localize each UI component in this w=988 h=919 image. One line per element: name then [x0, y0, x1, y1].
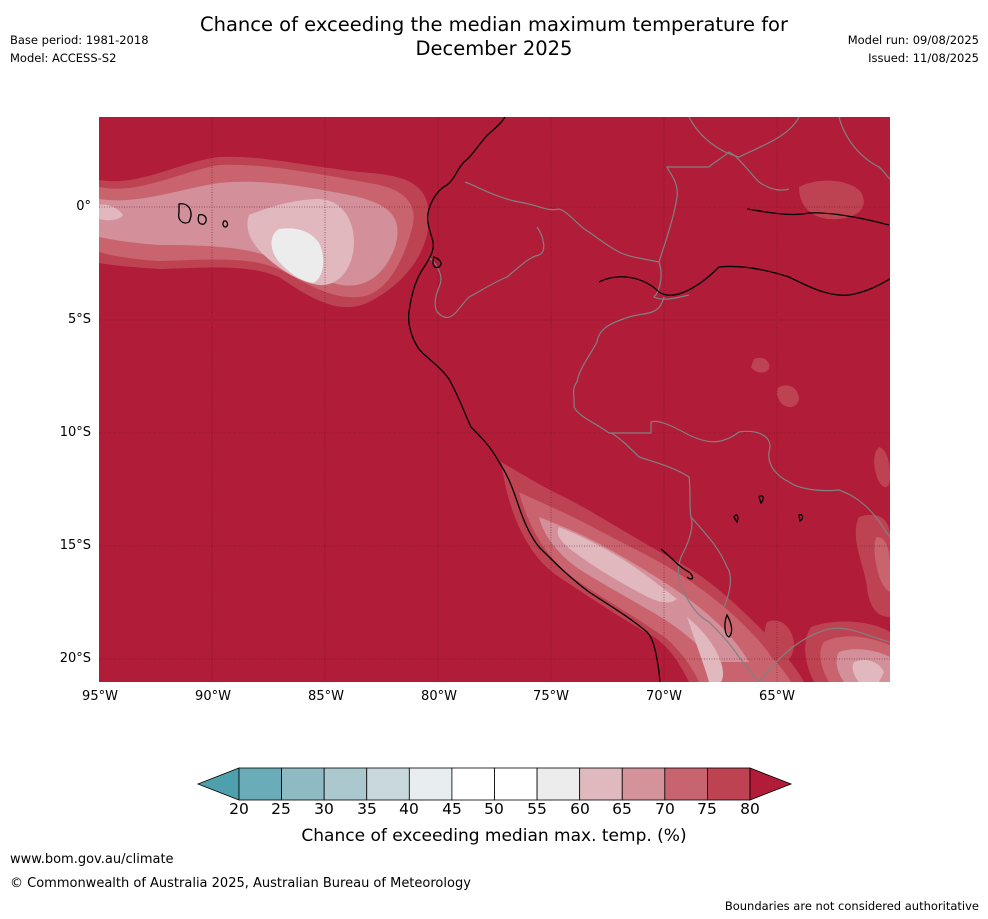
- lat-label-20s: 20°S: [59, 651, 91, 666]
- copyright-notice: © Commonwealth of Australia 2025, Austra…: [10, 876, 471, 891]
- lon-label-65w: 65°W: [759, 689, 795, 704]
- colorbar-swatch: [366, 767, 410, 801]
- base-period: Base period: 1981-2018: [10, 33, 149, 47]
- colorbar-tick: 20: [229, 800, 249, 818]
- lon-label-70w: 70°W: [646, 689, 682, 704]
- colorbar-tick: 30: [314, 800, 334, 818]
- lon-label-90w: 90°W: [195, 689, 231, 704]
- colorbar-extend-high: [749, 767, 793, 801]
- lon-label-80w: 80°W: [421, 689, 457, 704]
- colorbar-tick: 40: [399, 800, 419, 818]
- anomaly-andes-60-65: [557, 527, 677, 603]
- colorbar-tick: 35: [357, 800, 377, 818]
- meta-left: Base period: 1981-2018 Model: ACCESS-S2: [10, 31, 149, 67]
- colorbar-swatch: [494, 767, 538, 801]
- website-link[interactable]: www.bom.gov.au/climate: [10, 852, 174, 867]
- colorbar-tick: 60: [570, 800, 590, 818]
- lat-label-15s: 15°S: [59, 538, 91, 553]
- anomaly-region-55-60: [271, 228, 324, 283]
- national-borders: [428, 117, 890, 682]
- colorbar-tick: 70: [655, 800, 675, 818]
- colorbar-swatch: [664, 767, 708, 801]
- chart-title-line1: Chance of exceeding the median maximum t…: [199, 13, 789, 36]
- anomaly-east-75-80-d: [874, 447, 890, 488]
- lat-label-0: 0°: [76, 199, 91, 214]
- anomaly-east-70-75-e: [874, 537, 890, 592]
- issued-date: Issued: 11/08/2025: [868, 51, 979, 65]
- colorbar-extend-low: [196, 767, 240, 801]
- colorbar-swatch: [323, 767, 368, 801]
- colorbar-tick: 25: [271, 800, 291, 818]
- colorbar-swatch: [707, 767, 751, 801]
- colorbar-swatch: [238, 767, 282, 801]
- colorbar-swatch: [536, 767, 581, 801]
- map-panel: [99, 117, 890, 682]
- lat-label-5s: 5°S: [67, 312, 91, 327]
- anomaly-south-east-60-65: [852, 660, 884, 682]
- chart-title-line2: December 2025: [415, 37, 573, 60]
- lon-label-95w: 95°W: [82, 689, 118, 704]
- colorbar-title: Chance of exceeding median max. temp. (%…: [301, 826, 687, 846]
- lat-label-10s: 10°S: [59, 425, 91, 440]
- lon-label-75w: 75°W: [533, 689, 569, 704]
- colorbar: [196, 767, 794, 801]
- colorbar-tick: 65: [612, 800, 632, 818]
- anomaly-andes-60-65-south: [687, 617, 724, 682]
- colorbar-tick: 45: [442, 800, 462, 818]
- colorbar-tick: 55: [527, 800, 547, 818]
- anomaly-east-75-80-a: [799, 180, 864, 220]
- graticule: [99, 117, 890, 682]
- colorbar-swatch: [451, 767, 495, 801]
- anomaly-region-65-70-west: [99, 204, 123, 221]
- anomaly-east-75-80-b: [776, 385, 799, 408]
- colorbar-swatch: [621, 767, 666, 801]
- model-run: Model run: 09/08/2025: [847, 33, 979, 47]
- map-svg: [99, 117, 890, 682]
- colorbar-svg: [196, 767, 793, 801]
- chart-title: Chance of exceeding the median maximum t…: [0, 13, 988, 61]
- model-name: Model: ACCESS-S2: [10, 51, 117, 65]
- anomaly-east-75-80-c: [751, 357, 770, 373]
- colorbar-tick: 75: [697, 800, 717, 818]
- boundaries-disclaimer: Boundaries are not considered authoritat…: [724, 899, 979, 913]
- colorbar-swatch: [281, 767, 325, 801]
- colorbar-tick: 80: [740, 800, 760, 818]
- colorbar-tick: 50: [484, 800, 504, 818]
- colorbar-swatch: [408, 767, 453, 801]
- coastlines: [178, 117, 890, 682]
- colorbar-swatch: [579, 767, 623, 801]
- lon-label-85w: 85°W: [308, 689, 344, 704]
- meta-right: Model run: 09/08/2025 Issued: 11/08/2025: [848, 31, 979, 67]
